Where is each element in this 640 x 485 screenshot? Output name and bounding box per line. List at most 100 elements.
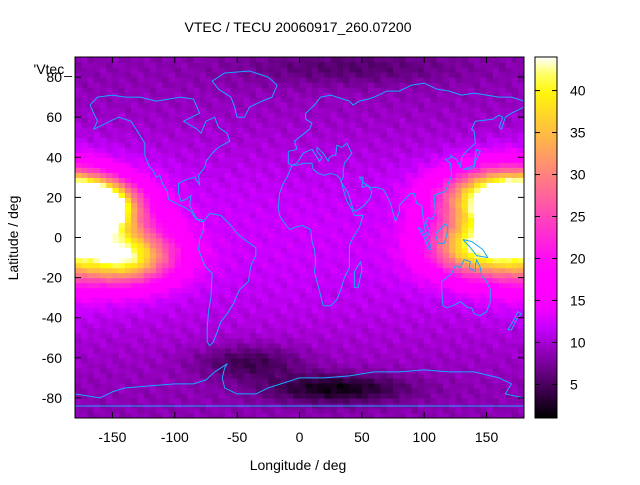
heatmap-cell [368, 292, 375, 299]
heatmap-cell [243, 92, 251, 98]
heatmap-cell [336, 257, 344, 264]
heatmap-cell [187, 212, 195, 219]
heatmap-cell [424, 362, 432, 369]
heatmap-cell [424, 122, 432, 128]
heatmap-cell [511, 322, 519, 329]
heatmap-cell [311, 167, 319, 173]
heatmap-cell [336, 77, 344, 83]
heatmap-cell [455, 77, 463, 83]
heatmap-cell [99, 252, 107, 259]
heatmap-cell [106, 232, 114, 239]
heatmap-cell [162, 72, 170, 78]
heatmap-cell [461, 337, 469, 344]
heatmap-cell [181, 412, 188, 418]
heatmap-cell [106, 282, 114, 289]
heatmap-cell [393, 287, 400, 294]
heatmap-cell [499, 292, 506, 299]
heatmap-cell [349, 307, 357, 314]
heatmap-cell [474, 387, 481, 394]
heatmap-cell [156, 147, 163, 153]
heatmap-cell [305, 212, 313, 219]
heatmap-cell [293, 232, 301, 239]
heatmap-cell [99, 222, 107, 229]
heatmap-cell [455, 222, 463, 229]
heatmap-cell [118, 97, 126, 103]
heatmap-cell [268, 147, 276, 153]
heatmap-cell [424, 352, 432, 359]
heatmap-cell [131, 277, 138, 284]
heatmap-cell [393, 207, 400, 214]
heatmap-cell [336, 367, 344, 374]
heatmap-cell [293, 187, 301, 193]
heatmap-cell [393, 267, 400, 274]
heatmap-cell [492, 182, 500, 188]
heatmap-cell [386, 117, 394, 123]
heatmap-cell [218, 137, 226, 143]
heatmap-cell [224, 312, 232, 319]
heatmap-cell [99, 232, 107, 239]
heatmap-cell [112, 277, 120, 284]
heatmap-cell [474, 92, 481, 98]
heatmap-cell [517, 362, 524, 369]
heatmap-cell [81, 297, 89, 304]
heatmap-cell [193, 252, 201, 259]
heatmap-cell [205, 172, 213, 178]
heatmap-cell [336, 162, 344, 168]
heatmap-cell [436, 372, 444, 379]
heatmap-cell [374, 407, 382, 414]
heatmap-cell [361, 327, 369, 334]
heatmap-cell [455, 337, 463, 344]
heatmap-cell [311, 312, 319, 319]
heatmap-cell [243, 282, 251, 289]
heatmap-cell [199, 127, 207, 133]
heatmap-cell [449, 212, 457, 219]
heatmap-cell [205, 397, 213, 404]
heatmap-cell [299, 172, 307, 178]
heatmap-cell [436, 377, 444, 384]
heatmap-cell [243, 67, 251, 73]
heatmap-cell [499, 352, 506, 359]
heatmap-cell [436, 357, 444, 364]
heatmap-cell [168, 117, 176, 123]
heatmap-cell [293, 242, 301, 249]
heatmap-cell [380, 177, 388, 183]
heatmap-cell [436, 112, 444, 118]
heatmap-cell [287, 207, 294, 214]
heatmap-cell [205, 177, 213, 183]
heatmap-cell [455, 87, 463, 93]
heatmap-cell [137, 152, 145, 158]
heatmap-cell [106, 237, 114, 244]
heatmap-cell [505, 237, 513, 244]
heatmap-cell [268, 152, 276, 158]
heatmap-cell [355, 387, 363, 394]
heatmap-cell [417, 217, 425, 224]
heatmap-cell [143, 292, 151, 299]
heatmap-cell [237, 177, 244, 183]
heatmap-cell [168, 247, 176, 254]
heatmap-cell [442, 212, 450, 219]
heatmap-cell [255, 212, 263, 219]
heatmap-cell [156, 87, 163, 93]
heatmap-cell [280, 192, 288, 198]
heatmap-cell [212, 212, 220, 219]
heatmap-cell [511, 352, 519, 359]
heatmap-cell [442, 217, 450, 224]
heatmap-cell [156, 392, 163, 399]
heatmap-cell [75, 282, 82, 289]
heatmap-cell [305, 72, 313, 78]
heatmap-cell [355, 112, 363, 118]
heatmap-cell [75, 222, 82, 229]
heatmap-cell [336, 87, 344, 93]
heatmap-cell [124, 162, 132, 168]
heatmap-cell [143, 252, 151, 259]
heatmap-cell [330, 257, 338, 264]
heatmap-cell [218, 252, 226, 259]
heatmap-cell [205, 197, 213, 203]
heatmap-cell [442, 87, 450, 93]
heatmap-cell [124, 337, 132, 344]
heatmap-cell [318, 242, 326, 249]
heatmap-cell [361, 187, 369, 193]
heatmap-cell [75, 67, 82, 73]
heatmap-cell [255, 237, 263, 244]
heatmap-cell [243, 97, 251, 103]
